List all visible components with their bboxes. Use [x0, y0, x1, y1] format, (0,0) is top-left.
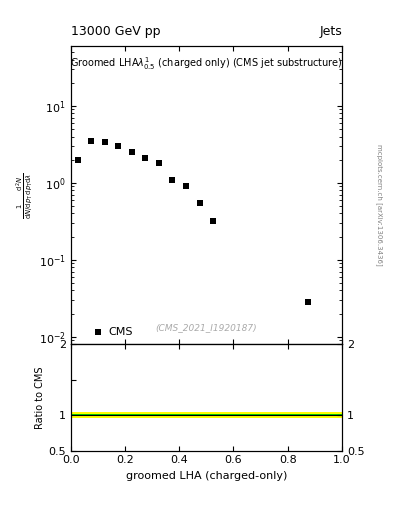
X-axis label: groomed LHA (charged-only): groomed LHA (charged-only): [126, 471, 287, 481]
Y-axis label: Ratio to CMS: Ratio to CMS: [35, 366, 46, 429]
Point: [129, 148, 135, 156]
Point: [210, 217, 216, 225]
Point: [115, 142, 121, 150]
Text: (CMS_2021_I1920187): (CMS_2021_I1920187): [156, 323, 257, 332]
Point: [142, 154, 149, 162]
Point: [156, 159, 162, 167]
Text: Groomed LHA$\lambda^{1}_{0.5}$ (charged only) (CMS jet substructure): Groomed LHA$\lambda^{1}_{0.5}$ (charged …: [70, 55, 343, 72]
Point: [305, 298, 311, 306]
Y-axis label: $\frac{1}{\mathrm{d}N/\mathrm{d}p_\mathrm{T}}\frac{\mathrm{d}^2N}{\mathrm{d}p_\m: $\frac{1}{\mathrm{d}N/\mathrm{d}p_\mathr…: [14, 172, 35, 219]
Point: [196, 199, 203, 207]
Text: mcplots.cern.ch [arXiv:1306.3436]: mcplots.cern.ch [arXiv:1306.3436]: [376, 144, 383, 266]
Text: 13000 GeV pp: 13000 GeV pp: [71, 26, 160, 38]
Point: [101, 138, 108, 146]
Point: [183, 182, 189, 190]
Point: [95, 285, 101, 293]
Point: [169, 176, 176, 184]
Text: Jets: Jets: [319, 26, 342, 38]
Point: [88, 137, 94, 145]
Point: [74, 156, 81, 164]
Text: CMS: CMS: [109, 327, 133, 336]
